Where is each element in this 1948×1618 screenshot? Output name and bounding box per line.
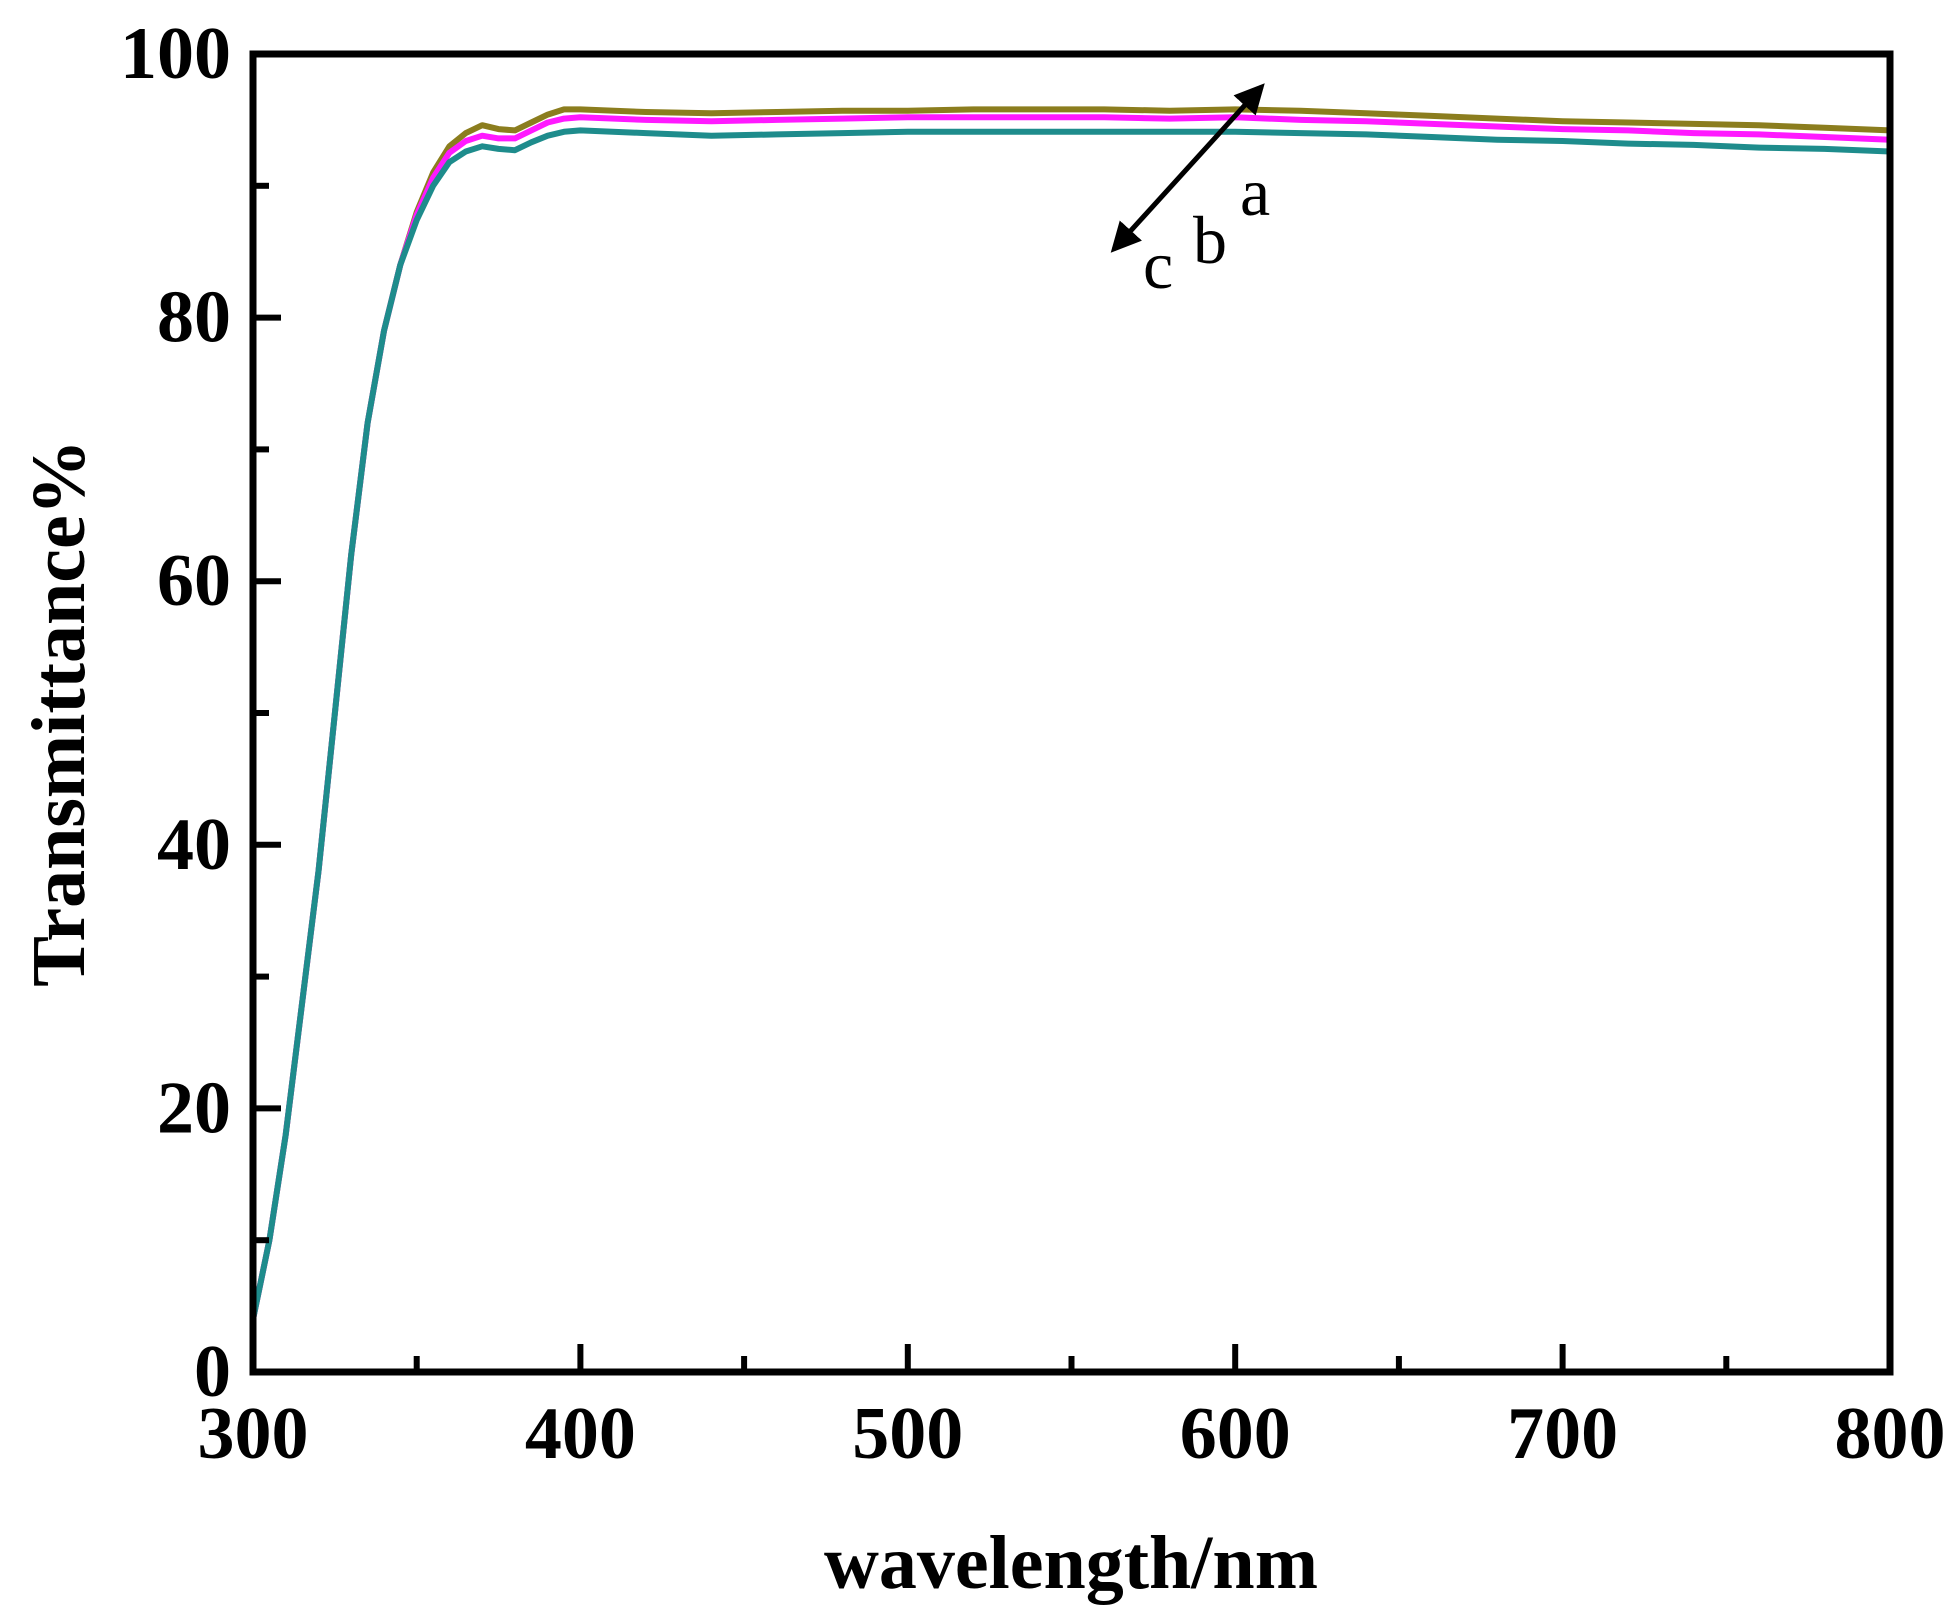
annotation-layer: c b a xyxy=(1110,83,1270,303)
x-tick-label-500: 500 xyxy=(852,1393,963,1475)
plot-frame xyxy=(249,50,1894,1376)
y-tick-label-60: 60 xyxy=(157,540,231,622)
ticks-layer: 300 400 500 600 700 800 0 20 40 60 80 100 xyxy=(120,13,1946,1475)
annotation-label-c: c xyxy=(1143,227,1173,303)
y-tick-label-40: 40 xyxy=(157,804,231,886)
series-layer xyxy=(250,106,1891,1320)
x-tick-label-400: 400 xyxy=(525,1393,636,1475)
y-axis-title: Transmittance% xyxy=(17,439,101,986)
annotation-arrow xyxy=(1110,83,1265,253)
x-tick-label-300: 300 xyxy=(198,1393,309,1475)
y-tick-label-20: 20 xyxy=(157,1067,231,1149)
annotation-label-a: a xyxy=(1240,154,1270,230)
series-line-c xyxy=(250,127,1891,1320)
annotation-label-b: b xyxy=(1193,202,1227,278)
x-tick-label-600: 600 xyxy=(1180,1393,1291,1475)
x-tick-label-800: 800 xyxy=(1835,1393,1946,1475)
series-line-b xyxy=(250,114,1891,1320)
x-tick-label-700: 700 xyxy=(1507,1393,1618,1475)
y-tick-label-80: 80 xyxy=(157,277,231,359)
series-line-a xyxy=(250,106,1891,1320)
x-axis-title: wavelength/nm xyxy=(824,1521,1318,1605)
y-tick-label-0: 0 xyxy=(194,1331,231,1413)
y-tick-label-100: 100 xyxy=(120,13,231,95)
